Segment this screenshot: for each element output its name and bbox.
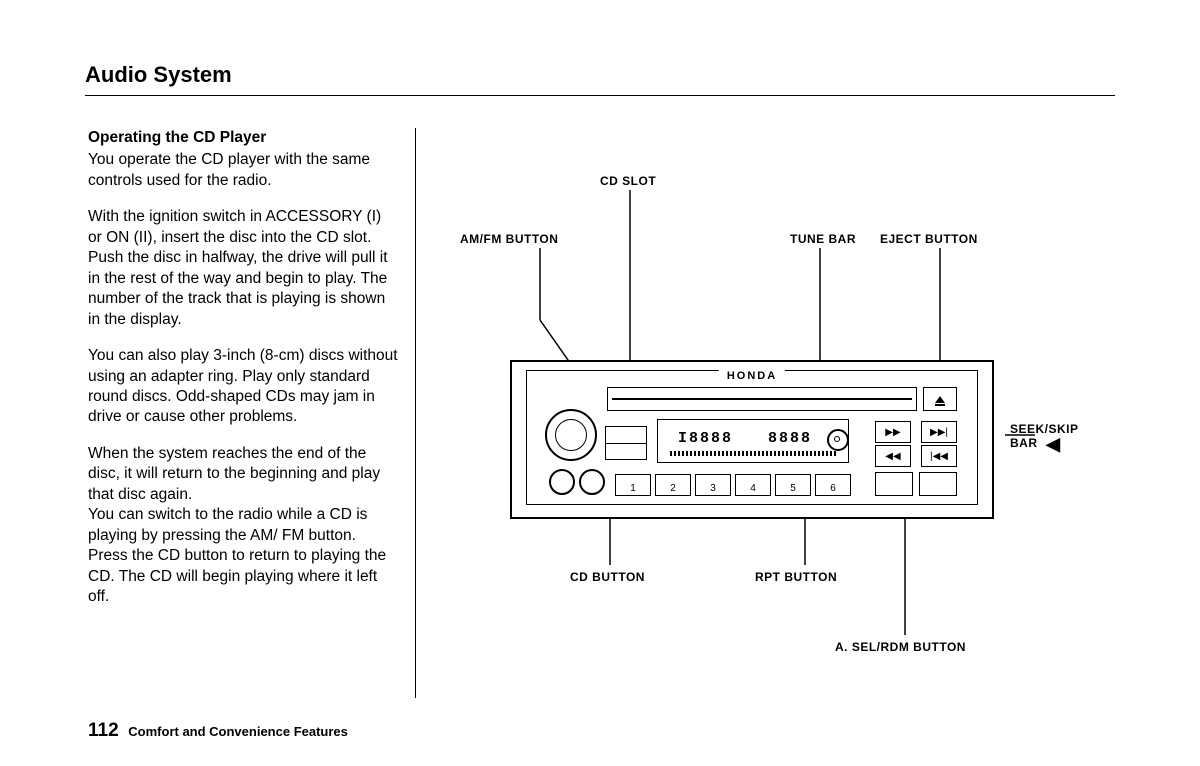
manual-page: Audio System Operating the CD Player You…	[0, 0, 1200, 766]
preset-4: 4	[735, 474, 771, 496]
tune-down-button: ◀◀	[875, 445, 911, 467]
preset-row: 1 2 3 4 5 6	[615, 474, 851, 496]
preset-2: 2	[655, 474, 691, 496]
page-title: Audio System	[85, 62, 232, 88]
eject-icon	[935, 396, 945, 403]
radio-diagram: CD SLOT AM/FM BUTTON TUNE BAR EJECT BUTT…	[440, 160, 1100, 700]
paragraph-4: When the system reaches the end of the d…	[88, 444, 398, 608]
paragraph-2: With the ignition switch in ACCESSORY (I…	[88, 207, 398, 330]
paragraph-3: You can also play 3-inch (8-cm) discs wi…	[88, 346, 398, 428]
section-name: Comfort and Convenience Features	[128, 724, 348, 739]
display-bar	[670, 451, 836, 456]
cd-slot	[607, 387, 917, 411]
preset-6: 6	[815, 474, 851, 496]
seek-fwd-button: ▶▶|	[921, 421, 957, 443]
small-knob-left	[549, 469, 575, 495]
page-number: 112	[88, 720, 119, 741]
asel-rdm-button	[919, 472, 957, 496]
volume-knob	[545, 409, 597, 461]
rpt-button	[875, 472, 913, 496]
preset-3: 3	[695, 474, 731, 496]
eject-button	[923, 387, 957, 411]
brand-label: HONDA	[719, 370, 785, 382]
page-footer: 112 Comfort and Convenience Features	[88, 720, 348, 742]
section-heading: Operating the CD Player	[88, 128, 398, 148]
column-divider	[415, 128, 416, 698]
preset-5: 5	[775, 474, 811, 496]
body-column: Operating the CD Player You operate the …	[88, 128, 398, 624]
paragraph-1: You operate the CD player with the same …	[88, 150, 398, 191]
cd-logo-icon	[827, 429, 849, 451]
radio-face: HONDA I8888 8888 ▶▶ ▶▶|	[510, 360, 994, 519]
lcd-display: I8888 8888	[657, 419, 849, 463]
display-left: I8888	[678, 430, 733, 447]
amfm-button	[605, 426, 647, 460]
radio-inner-bezel: HONDA I8888 8888 ▶▶ ▶▶|	[526, 370, 978, 505]
preset-1: 1	[615, 474, 651, 496]
cd-slot-line	[612, 398, 912, 400]
tune-up-button: ▶▶	[875, 421, 911, 443]
seek-rev-button: |◀◀	[921, 445, 957, 467]
display-right: 8888	[768, 430, 812, 447]
title-rule	[85, 95, 1115, 96]
small-knob-right	[579, 469, 605, 495]
